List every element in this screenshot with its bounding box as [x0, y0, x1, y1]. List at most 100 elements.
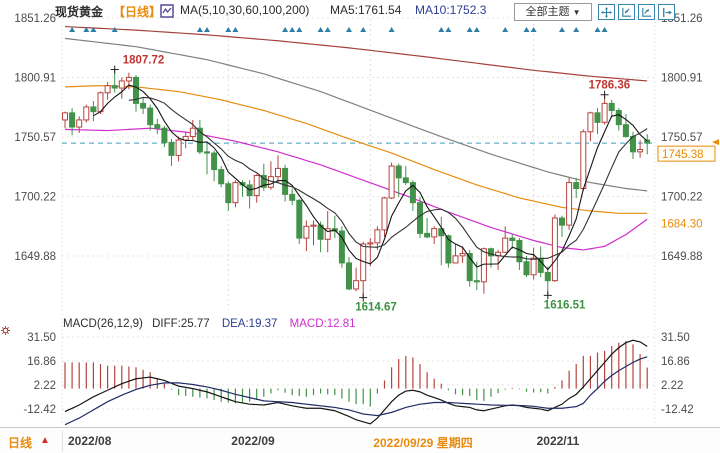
candle-body — [282, 167, 289, 195]
candle-body — [559, 217, 565, 226]
candle-body — [445, 235, 452, 264]
event-marker-icon — [559, 27, 565, 32]
candle-body — [161, 127, 168, 143]
themes-dropdown[interactable]: 全部主题 ▼ — [514, 3, 592, 21]
candle-body — [111, 85, 118, 89]
selected-date-label: 2022/09/29 星期四 — [373, 436, 473, 450]
compress-chart-icon[interactable] — [618, 4, 635, 20]
event-marker-icon — [83, 27, 90, 32]
period-tag: 【日线】 — [113, 5, 162, 19]
candle-body — [83, 106, 90, 121]
chart-type-icon — [160, 4, 174, 21]
event-marker-icon — [225, 27, 232, 32]
event-marker-icon — [232, 27, 239, 32]
macd-macd-value: MACD:12.81 — [289, 318, 356, 330]
candle-body — [253, 174, 260, 197]
event-marker-icon — [388, 27, 395, 32]
candle-body — [62, 112, 68, 121]
period-up-arrow-icon[interactable]: ▲ — [40, 435, 50, 446]
candle-body — [424, 232, 431, 238]
candle-body — [573, 182, 580, 189]
annotation-cross-icon — [543, 291, 552, 300]
candle-body — [637, 148, 644, 153]
candle-body — [409, 182, 416, 204]
event-marker-icon — [111, 27, 118, 32]
candle-body — [417, 202, 423, 234]
ma5-value: MA5:1761.54 — [330, 3, 402, 17]
event-marker-icon — [523, 27, 530, 32]
move-crosshair-icon[interactable] — [598, 4, 615, 20]
event-marker-icon — [296, 27, 303, 32]
ma10-value: MA10:1752.3 — [415, 3, 487, 17]
candle-body — [175, 139, 182, 156]
candle-body — [502, 237, 509, 253]
annotation-cross-icon — [600, 90, 609, 99]
candle-body — [118, 80, 125, 89]
month-label: 2022/11 — [536, 434, 580, 448]
footer-divider — [62, 430, 63, 452]
candle-body — [125, 76, 132, 82]
macd-axis-label: 16.86 — [27, 356, 56, 368]
candle-body — [324, 228, 331, 240]
candle-body — [104, 85, 111, 94]
candle-body — [544, 271, 551, 282]
event-marker-icon — [466, 27, 473, 32]
macd-axis-label: -12.42 — [661, 404, 694, 416]
candle-body — [395, 165, 402, 179]
candle-body — [133, 76, 139, 104]
event-marker-icon — [438, 27, 445, 32]
candle-body — [310, 224, 317, 227]
event-marker-icon — [573, 27, 580, 32]
macd-axis-label: 2.22 — [661, 380, 683, 392]
expand-chart-icon[interactable] — [638, 4, 655, 20]
event-marker-icon — [69, 27, 76, 32]
candle-body — [303, 225, 310, 239]
candle-body — [168, 141, 175, 156]
candle-body — [367, 242, 374, 245]
candle-body — [189, 127, 196, 137]
price-annotation: 1786.36 — [589, 80, 631, 92]
candle-body — [530, 257, 537, 276]
event-marker-icon — [473, 27, 480, 32]
candle-body — [218, 169, 225, 185]
macd-header: MACD(26,12,9) DIFF:25.77 DEA:19.37 MACD:… — [63, 318, 356, 330]
candle-body — [644, 139, 651, 144]
event-marker-icon — [445, 27, 452, 32]
macd-dea-value: DEA:19.37 — [221, 318, 278, 330]
candle-body — [196, 127, 203, 153]
period-selector[interactable]: 日线 — [8, 436, 33, 450]
last-price-label: 1745.38 — [662, 149, 704, 161]
candle-body — [608, 102, 615, 111]
annotation-cross-icon — [110, 65, 119, 74]
candle-body — [338, 230, 345, 264]
price-axis-label: 1700.22 — [661, 191, 703, 203]
price-annotation: 1807.72 — [123, 54, 165, 66]
candle-body — [346, 262, 352, 290]
candle-body — [459, 252, 466, 257]
event-marker-icon — [502, 27, 509, 32]
candle-body — [140, 102, 147, 109]
month-label: 2022/08 — [68, 434, 112, 448]
ma-right-axis-label: 1684.30 — [661, 218, 703, 230]
candle-body — [204, 151, 210, 154]
candle-body — [523, 261, 530, 276]
price-axis-label: 1700.22 — [14, 191, 56, 203]
last-price-box — [657, 145, 716, 162]
indicator-settings-icon[interactable] — [1, 322, 10, 340]
macd-axis-label: 2.22 — [34, 380, 56, 392]
price-annotation: 1614.67 — [355, 302, 397, 314]
dea-line — [64, 356, 648, 426]
event-marker-icon — [196, 27, 203, 32]
event-marker-icon — [317, 27, 324, 32]
candle-body — [601, 102, 608, 123]
candle-body — [388, 165, 395, 199]
candle-body — [353, 280, 360, 290]
candle-body — [551, 217, 558, 282]
candle-body — [452, 255, 459, 264]
page-forward-icon[interactable] — [658, 4, 675, 20]
ma-line-ma30 — [64, 127, 648, 251]
candle-body — [90, 106, 97, 113]
candle-body — [509, 237, 516, 241]
diff-line — [64, 339, 648, 425]
